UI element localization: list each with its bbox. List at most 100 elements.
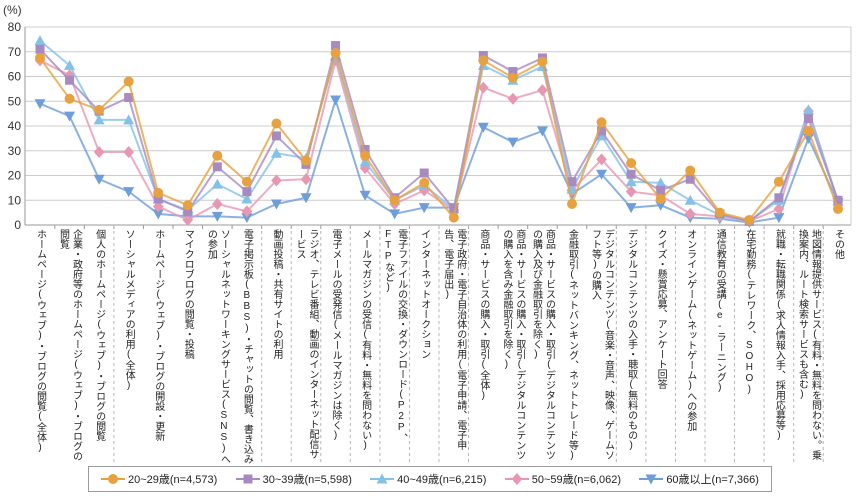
category-label: インターネットオークション [418, 229, 430, 359]
data-point-marker-s0-c3 [123, 76, 134, 87]
data-point-marker-s4-c4 [152, 209, 164, 220]
data-point-marker-s4-c17 [536, 126, 548, 137]
data-point-marker-s2-c20 [625, 176, 637, 187]
data-point-marker-s4-c2 [93, 174, 105, 185]
data-point-marker-s1-c10 [331, 41, 341, 51]
category-label: 商品・サービスの購入・取引(デジタルコンテンツの購入及び金融取引を除く) [530, 229, 555, 460]
category-label: 通信教育の受講(e-ラーニング) [714, 229, 726, 393]
data-point-marker-s2-c6 [211, 178, 223, 189]
data-point-marker-s1-c7 [242, 187, 252, 197]
data-point-marker-s1-c3 [124, 93, 134, 103]
data-point-marker-s3-c6 [212, 197, 223, 210]
data-point-marker-s1-c8 [271, 131, 281, 141]
category-label: 動画投稿・共有サイトの利用 [270, 229, 282, 359]
data-point-marker-s2-c8 [270, 147, 282, 158]
data-point-marker-s3-c7 [241, 205, 253, 218]
category-label: メールマガジンの受信(有料・無料を問わない) [359, 229, 371, 451]
data-point-marker-s4-c19 [596, 169, 608, 180]
category-label: オンラインゲーム(ネットゲーム)への参加 [684, 229, 696, 431]
data-point-marker-s0-c4 [153, 187, 164, 198]
legend-label: 60歳以上(n=7,366) [666, 474, 759, 486]
data-point-marker-s0-c19 [596, 117, 607, 128]
data-point-marker-s0-c14 [448, 212, 459, 223]
data-point-marker-s4-c8 [270, 199, 282, 210]
y-tick-label: 50 [8, 94, 22, 108]
data-point-marker-s4-c11 [359, 190, 371, 201]
y-axis-unit-label: (%) [3, 3, 22, 17]
data-point-marker-s1-c6 [212, 162, 222, 172]
data-point-marker-s1-c5 [183, 206, 193, 216]
category-label: 就職・転職関係(求人情報入手、採用応募等) [773, 229, 785, 441]
data-point-marker-s2-c3 [123, 114, 135, 125]
legend-item: 60歳以上(n=7,366) [639, 471, 759, 487]
data-point-marker-s0-c16 [507, 72, 518, 83]
series-line-1 [39, 41, 839, 223]
data-point-marker-s4-c7 [241, 213, 253, 224]
legend-label: 30~39歳(n=5,598) [262, 474, 352, 486]
data-point-marker-s2-c11 [359, 156, 371, 167]
category-label: 個人のホームページ(ウェブ)・ブログの閲覧 [93, 229, 105, 441]
category-label: ソーシャルメディアの利用(全体) [123, 229, 135, 391]
category-label: 電子ファイルの交換・ダウンロード(P2P、FTPなど) [382, 229, 407, 443]
data-point-marker-s1-c14 [449, 204, 459, 214]
data-point-marker-s1-c25 [774, 193, 784, 203]
data-point-marker-s4-c0 [34, 99, 46, 110]
data-point-marker-s2-c22 [684, 194, 696, 205]
data-point-marker-s0-c0 [35, 52, 45, 63]
data-point-marker-s4-c25 [773, 213, 785, 224]
category-label: その他 [832, 229, 844, 259]
legend-triangle-down-icon [639, 474, 664, 485]
data-point-marker-s1-c4 [153, 194, 163, 204]
data-point-marker-s0-c7 [241, 176, 252, 187]
category-label: 企業・政府等のホームページ(ウェブ)・ブログの閲覧 [57, 229, 82, 461]
legend-diamond-icon [504, 473, 529, 485]
data-point-marker-s4-c10 [330, 95, 342, 106]
data-point-marker-s2-c1 [64, 59, 76, 70]
data-point-marker-s1-c18 [567, 177, 577, 187]
data-point-marker-s3-c20 [625, 185, 637, 198]
data-point-marker-s0-c6 [212, 150, 223, 161]
data-point-marker-s0-c22 [685, 165, 696, 176]
data-point-marker-s1-c27 [833, 195, 843, 205]
y-tick-label: 70 [8, 45, 22, 59]
data-point-marker-s2-c2 [93, 114, 105, 125]
data-point-marker-s0-c18 [567, 198, 577, 209]
data-point-marker-s1-c19 [597, 126, 607, 136]
category-label: ラジオ、テレビ番組、動画のインターネット配信サービス [294, 229, 318, 459]
data-point-marker-s4-c16 [507, 137, 519, 148]
data-point-marker-s1-c1 [65, 75, 75, 85]
series-line-0 [39, 49, 839, 222]
y-tick-label: 30 [8, 144, 22, 158]
data-point-marker-s1-c0 [35, 44, 45, 54]
data-point-marker-s4-c12 [389, 209, 401, 220]
data-point-marker-s2-c0 [34, 35, 46, 46]
data-point-marker-s3-c16 [507, 92, 519, 105]
category-label: デジタルコンテンツの入手・聴取(無料のもの) [625, 229, 637, 451]
legend-item: 20~29歳(n=4,573) [101, 471, 217, 487]
data-point-marker-s3-c19 [596, 153, 607, 166]
data-point-marker-s0-c21 [655, 194, 666, 205]
legend-label: 40~49歳(n=6,215) [397, 474, 487, 486]
data-point-marker-s3-c22 [684, 207, 696, 220]
y-tick-label: 20 [8, 169, 22, 183]
data-point-marker-s0-c10 [330, 47, 341, 58]
data-point-marker-s3-c25 [773, 202, 785, 215]
data-point-marker-s0-c13 [419, 177, 430, 188]
legend: 20~29歳(n=4,573) 30~39歳(n=5,598) 40~49歳(n=6… [88, 466, 772, 492]
category-label: デジタルコンテンツ(音楽・音声、映像、ゲームソフト等)の購入 [589, 229, 614, 460]
category-label: ホームページ(ウェブ)・ブログの閲覧(全体) [34, 229, 46, 453]
legend-label: 50~59歳(n=6,062) [531, 474, 622, 486]
data-point-marker-s0-c11 [360, 150, 371, 161]
data-point-marker-s0-c5 [182, 200, 193, 211]
y-tick-label: 10 [8, 193, 22, 207]
series-line-4 [39, 96, 839, 224]
legend-circle-icon [101, 474, 125, 484]
data-point-marker-s2-c21 [655, 177, 667, 188]
data-point-marker-s0-c15 [478, 55, 489, 66]
y-tick-label: 40 [8, 119, 22, 133]
data-point-marker-s1-c22 [685, 174, 695, 184]
data-point-marker-s3-c8 [271, 174, 282, 187]
data-point-marker-s1-c13 [419, 168, 429, 178]
data-point-marker-s0-c12 [389, 195, 400, 206]
